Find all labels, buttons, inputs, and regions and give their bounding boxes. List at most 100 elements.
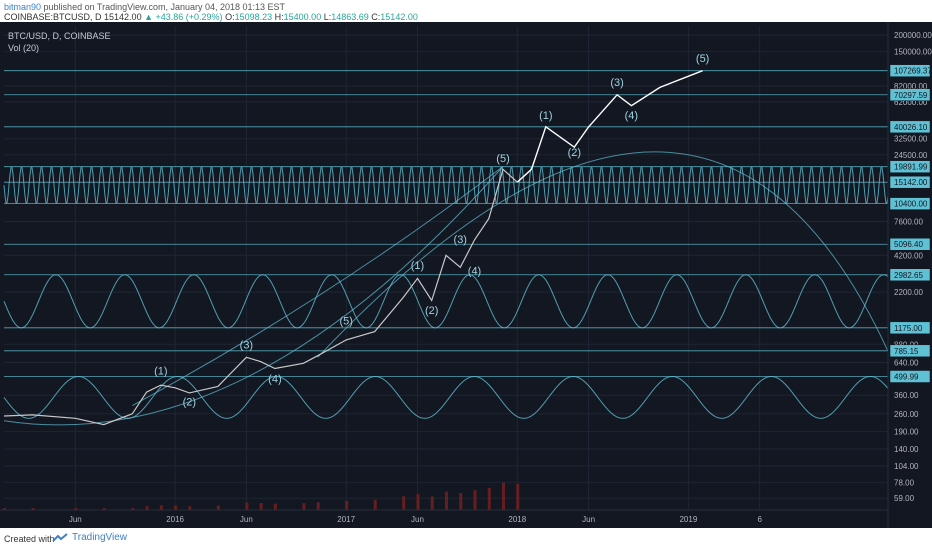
cycle-wave-low: [3, 376, 889, 419]
price-label-box: [889, 321, 931, 335]
price-label: 2982.65: [894, 271, 923, 280]
high-value: 15400.00: [283, 12, 322, 22]
volume-bar: [3, 508, 6, 510]
x-tick-label: 2018: [508, 515, 526, 524]
volume-bar: [31, 508, 35, 510]
price-label-box: [889, 120, 931, 134]
chart-area[interactable]: (1) (2) (3) (4) (5) (1) (2) (3) (4) (5) (1) (2) (3) (…: [0, 22, 932, 528]
wave-label: (4): [268, 374, 281, 386]
wave-label: (1): [539, 110, 552, 122]
y-tick-label: 360.00: [894, 391, 919, 400]
inner-arc: [132, 165, 504, 407]
volume-bar: [216, 505, 220, 510]
wave-label: (5): [696, 53, 709, 65]
high-label: H:: [274, 12, 284, 22]
volume-bar: [459, 493, 463, 510]
wave-label: (4): [468, 265, 481, 277]
volume-bar: [416, 494, 420, 510]
y-tick-label: 640.00: [894, 358, 919, 367]
chart-footer: Created with TradingView: [0, 528, 932, 550]
volume-bar: [273, 503, 277, 510]
y-tick-label: 190.00: [894, 428, 919, 437]
series-legend: BTC/USD, D, COINBASE: [8, 31, 111, 41]
published-text: published on TradingView.com, January 04…: [43, 2, 286, 12]
y-tick-label: 32500.00: [894, 135, 928, 144]
author-link[interactable]: bitman90: [4, 2, 42, 12]
price-label: 5096.40: [894, 240, 923, 249]
last-price: 15142.00: [104, 12, 142, 22]
volume-bar: [516, 484, 520, 510]
price-label-box: [889, 197, 931, 210]
wave-label: (1): [154, 365, 167, 377]
cycle-wave-high: [3, 167, 889, 204]
open-label: O:: [225, 12, 235, 22]
volume-bar: [473, 490, 477, 510]
price-label: 107269.37: [894, 67, 932, 76]
price-label: 1175.00: [894, 324, 923, 333]
x-tick-label: Jun: [240, 515, 253, 524]
price-label: 499.99: [894, 373, 919, 382]
price-label-box: [889, 344, 931, 358]
price-label: 15142.00: [894, 178, 928, 187]
wave-label: (5): [496, 153, 509, 165]
created-with-label: Created with: [4, 534, 55, 544]
x-tick-label: Jun: [69, 515, 82, 524]
volume-bar: [74, 508, 78, 510]
volume-bar: [245, 502, 249, 510]
tradingview-brand: TradingView: [72, 532, 128, 543]
volume-bar: [316, 502, 320, 510]
lower-arc: [3, 166, 504, 426]
change-label: ▲ +43.86 (+0.29%): [144, 12, 223, 22]
open-value: 15098.23: [234, 12, 273, 22]
close-value: 15142.00: [380, 12, 418, 22]
tradingview-icon: [52, 532, 68, 542]
price-series: [3, 168, 518, 426]
x-tick-label: 2016: [166, 515, 184, 524]
y-tick-label: 2200.00: [894, 288, 923, 297]
y-tick-label: 78.00: [894, 478, 915, 487]
price-label: 785.15: [894, 347, 919, 356]
low-label: L:: [323, 12, 332, 22]
x-tick-label: 2019: [679, 515, 697, 524]
wave-label: (4): [625, 110, 638, 122]
y-tick-label: 140.00: [894, 445, 919, 454]
wave-label: (3): [240, 339, 253, 351]
tradingview-logo[interactable]: TradingView: [52, 532, 127, 543]
volume-bar: [145, 506, 149, 510]
x-tick-label: Jun: [582, 515, 595, 524]
volume-bar: [345, 500, 349, 510]
projection-arc: [317, 151, 889, 358]
volume-bar: [188, 506, 192, 510]
volume-bar: [445, 491, 448, 510]
wave-label: (2): [568, 147, 581, 159]
price-label: 19891.99: [894, 163, 928, 172]
y-tick-label: 4200.00: [894, 251, 923, 260]
wave-label: (2): [425, 305, 438, 317]
price-label-box: [889, 175, 931, 189]
symbol-label: COINBASE:BTCUSD, D: [4, 12, 102, 22]
price-label: 70297.59: [894, 91, 928, 100]
y-tick-label: 62000.00: [894, 98, 928, 107]
chart-header: bitman90 published on TradingView.com, J…: [0, 0, 932, 22]
volume-bar: [174, 505, 178, 510]
volume-bar: [159, 505, 163, 510]
price-label-box: [889, 88, 931, 102]
y-tick-label: 150000.00: [894, 48, 932, 57]
wave-label: (2): [183, 397, 196, 409]
y-tick-label: 82000.00: [894, 82, 928, 91]
price-label-box: [889, 64, 931, 77]
projection-series: [516, 70, 703, 183]
price-label-box: [889, 370, 931, 383]
wave-label: (3): [454, 234, 467, 246]
y-tick-label: 104.00: [894, 462, 919, 471]
price-chart[interactable]: (1) (2) (3) (4) (5) (1) (2) (3) (4) (5) (1) (2) (3) (…: [0, 22, 932, 528]
volume-bar: [430, 496, 434, 510]
price-label: 40026.10: [894, 123, 928, 132]
close-label: C:: [371, 12, 381, 22]
volume-bar: [131, 508, 135, 510]
volume-legend: Vol (20): [8, 43, 40, 53]
wave-label: (5): [339, 315, 352, 327]
y-tick-label: 260.00: [894, 410, 919, 419]
volume-bar: [259, 502, 263, 510]
volume-bar: [373, 499, 377, 510]
